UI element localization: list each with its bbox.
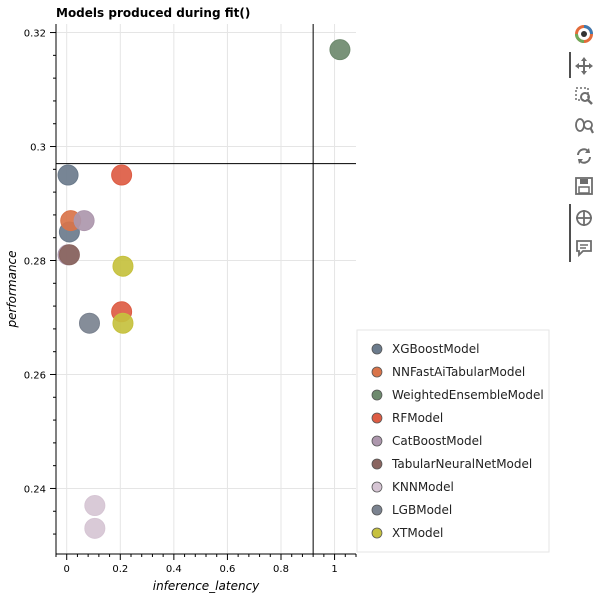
point-tabularneuralnetmodel[interactable] bbox=[58, 244, 80, 266]
crosshair-icon[interactable] bbox=[572, 206, 596, 230]
point-xtmodel[interactable] bbox=[112, 312, 134, 334]
legend-marker bbox=[371, 366, 383, 378]
chart-title: Models produced during fit() bbox=[56, 6, 250, 20]
x-tick-label: 0.2 bbox=[112, 564, 128, 575]
legend-marker bbox=[371, 504, 383, 516]
point-catboostmodel[interactable] bbox=[73, 210, 95, 232]
plot-area bbox=[56, 24, 356, 554]
point-xgboostmodel[interactable] bbox=[57, 164, 79, 186]
x-axis-ticks: 0 0.2 0.4 0.6 0.8 1 bbox=[55, 554, 357, 575]
legend-item-label[interactable]: XGBoostModel bbox=[392, 342, 479, 356]
y-tick-label: 0.24 bbox=[24, 484, 46, 495]
legend-marker bbox=[371, 389, 383, 401]
box-zoom-icon[interactable] bbox=[572, 84, 596, 108]
legend-item-label[interactable]: TabularNeuralNetModel bbox=[391, 457, 532, 471]
legend-marker bbox=[371, 527, 383, 539]
pan-icon[interactable] bbox=[572, 54, 596, 78]
wheel-zoom-icon[interactable] bbox=[572, 114, 596, 138]
legend-marker bbox=[371, 435, 383, 447]
x-tick-label: 0.6 bbox=[219, 564, 235, 575]
grid-lines bbox=[56, 24, 356, 554]
data-points bbox=[57, 39, 351, 539]
y-tick-label: 0.28 bbox=[24, 257, 46, 268]
x-tick-label: 0.8 bbox=[273, 564, 289, 575]
legend-box bbox=[356, 329, 550, 553]
y-tick-label: 0.32 bbox=[24, 29, 46, 40]
point-xtmodel[interactable] bbox=[112, 255, 134, 277]
legend-marker bbox=[371, 412, 383, 424]
legend-item-label[interactable]: XTModel bbox=[392, 526, 443, 540]
y-axis-label: performance bbox=[5, 250, 19, 328]
y-axis-ticks: 0.24 0.26 0.28 0.3 0.32 bbox=[24, 29, 56, 535]
legend-item-label[interactable]: NNFastAiTabularModel bbox=[392, 365, 525, 379]
toolbar-active-indicator bbox=[569, 52, 571, 78]
y-tick-label: 0.26 bbox=[24, 370, 46, 381]
point-weightedensemblemodel[interactable] bbox=[329, 39, 351, 61]
reset-icon[interactable] bbox=[572, 144, 596, 168]
x-axis-label: inference_latency bbox=[153, 579, 260, 593]
y-tick-label: 0.3 bbox=[30, 143, 46, 154]
point-lgbmodel[interactable] bbox=[78, 312, 100, 334]
crosshair-lines bbox=[56, 24, 356, 554]
x-tick-label: 0.4 bbox=[166, 564, 182, 575]
x-tick-label: 1 bbox=[331, 564, 337, 575]
legend-item-label[interactable]: RFModel bbox=[392, 411, 443, 425]
legend-marker bbox=[371, 343, 383, 355]
legend-item-label[interactable]: CatBoostModel bbox=[392, 434, 482, 448]
hover-icon[interactable] bbox=[572, 236, 596, 260]
x-tick-label: 0 bbox=[64, 564, 70, 575]
legend-item-label[interactable]: KNNModel bbox=[392, 480, 454, 494]
legend-item-label[interactable]: WeightedEnsembleModel bbox=[392, 388, 544, 402]
legend-marker bbox=[371, 481, 383, 493]
legend-marker bbox=[371, 458, 383, 470]
point-knnmodel[interactable] bbox=[84, 495, 106, 517]
save-icon[interactable] bbox=[572, 174, 596, 198]
legend: XGBoostModel NNFastAiTabularModel Weighted… bbox=[356, 329, 550, 553]
point-knnmodel[interactable] bbox=[84, 517, 106, 539]
bokeh-logo-icon[interactable] bbox=[572, 22, 596, 46]
toolbar-active-indicator-2 bbox=[569, 204, 571, 262]
point-rfmodel[interactable] bbox=[111, 164, 133, 186]
legend-item-label[interactable]: LGBModel bbox=[392, 503, 452, 517]
